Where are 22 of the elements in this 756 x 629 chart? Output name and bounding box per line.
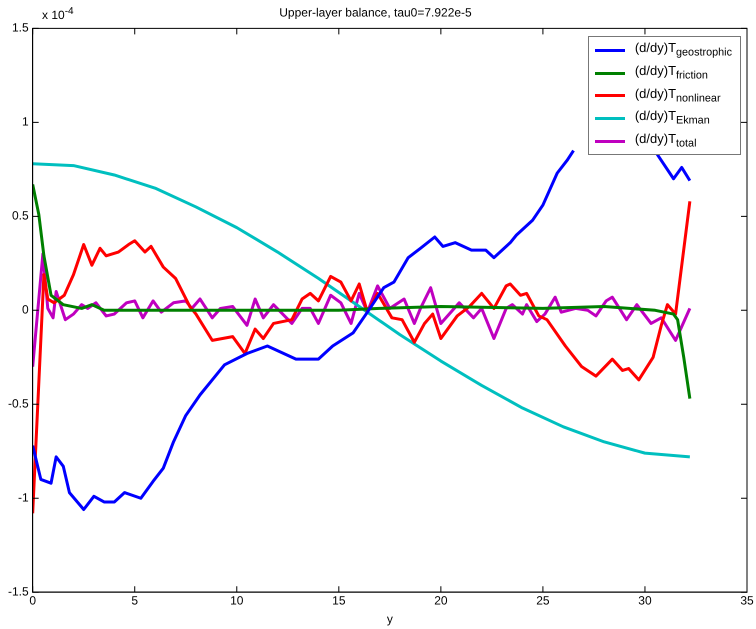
x-axis-title: y (386, 612, 393, 626)
x-tick-label: 5 (131, 594, 138, 608)
y-tick-label: 1 (22, 114, 29, 129)
x-tick-label: 25 (536, 594, 550, 608)
chart-title: Upper-layer balance, tau0=7.922e-5 (279, 6, 472, 20)
legend-label: (d/dy)T$_{Ekman}$ (634, 107, 710, 129)
x-tick-label: 35 (740, 594, 754, 608)
legend-label: (d/dy)T$_{total}$ (634, 130, 696, 152)
x-tick-label: 10 (230, 594, 244, 608)
legend-label: (d/dy)T$_{friction}$ (634, 62, 708, 84)
x-tick-label: 15 (332, 594, 346, 608)
legend-label: (d/dy)T$_{nonlinear}$ (634, 84, 721, 106)
legend-label: (d/dy)T$_{geostrophic}$ (634, 39, 732, 61)
y-tick-label: 0.5 (12, 208, 29, 223)
y-tick-label: -1.5 (8, 584, 29, 599)
y-tick-label: 1.5 (12, 20, 29, 35)
y-tick-label: 0 (22, 302, 29, 317)
y-tick-label: -0.5 (8, 396, 29, 411)
x-tick-label: 20 (434, 594, 448, 608)
x-tick-label: 30 (638, 594, 652, 608)
text: x 10$^{-4}$ (42, 6, 74, 22)
y-tick-label: -1 (18, 490, 29, 505)
